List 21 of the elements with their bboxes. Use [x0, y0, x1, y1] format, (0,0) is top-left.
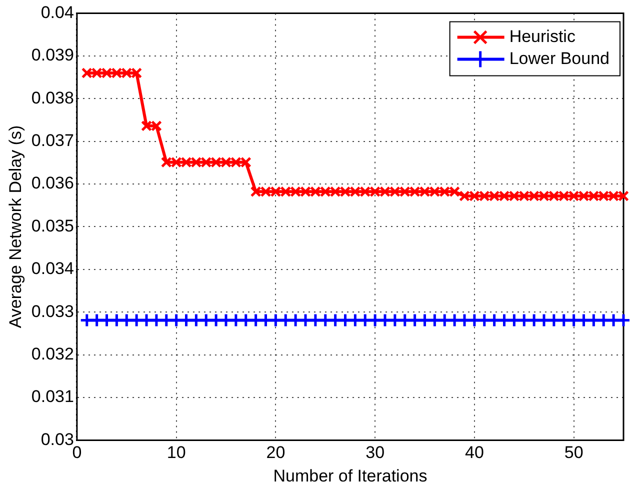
y-tick-label: 0.035: [31, 216, 74, 236]
x-tick-label: 50: [564, 443, 584, 462]
y-tick-label: 0.033: [31, 302, 74, 321]
y-tick-label: 0.04: [40, 2, 74, 22]
y-tick-label: 0.038: [31, 88, 74, 108]
y-tick-label: 0.039: [31, 46, 74, 65]
x-tick-label: 10: [166, 443, 186, 462]
legend-label: Heuristic: [509, 26, 576, 46]
y-tick-label: 0.03: [40, 430, 74, 449]
x-tick-label: 30: [366, 443, 385, 462]
y-tick-label: 0.031: [31, 387, 74, 406]
y-tick-label: 0.037: [31, 130, 74, 150]
y-tick-label: 0.034: [31, 259, 74, 278]
y-tick-label: 0.036: [31, 174, 74, 193]
x-tick-label: 0: [72, 443, 82, 462]
x-tick-label: 40: [464, 443, 484, 462]
x-axis-title: Number of Iterations: [273, 466, 428, 486]
y-axis-title: Average Network Delay (s): [6, 125, 25, 328]
x-tick-label: 20: [266, 443, 286, 462]
y-tick-label: 0.032: [31, 344, 74, 364]
legend-label: Lower Bound: [509, 48, 610, 68]
